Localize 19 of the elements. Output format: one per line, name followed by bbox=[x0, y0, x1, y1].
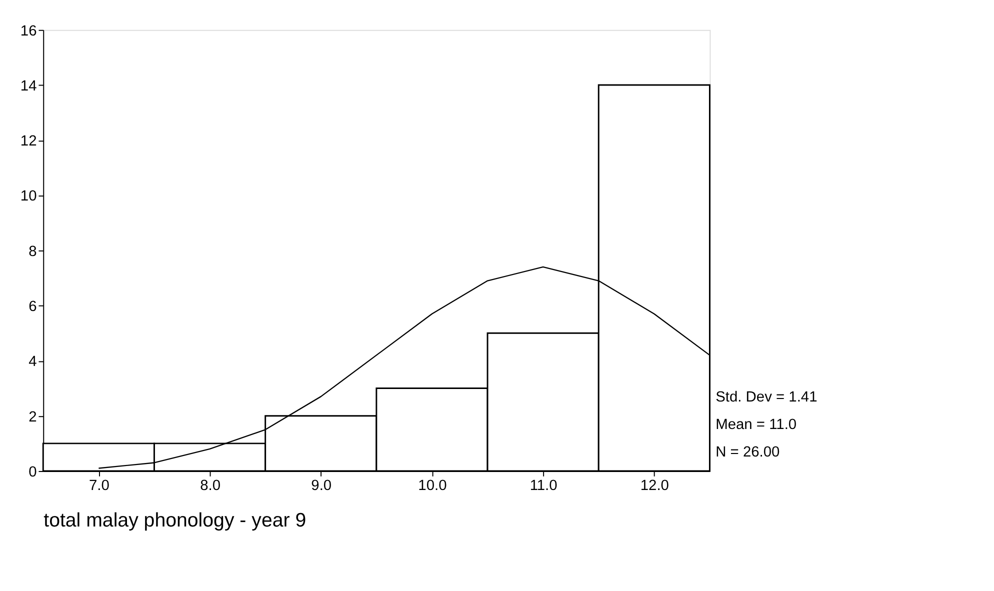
text: Std. Dev = 1.41 bbox=[716, 389, 818, 406]
x-tick-label: 7.0 bbox=[88, 478, 110, 494]
x-tick-label: 12.0 bbox=[640, 478, 669, 494]
y-tick-label: 2 bbox=[28, 409, 37, 426]
x-tick-label: 10.0 bbox=[418, 478, 447, 494]
x-tick-label: 11.0 bbox=[530, 478, 558, 494]
y-tick-label: 16 bbox=[20, 23, 37, 40]
text: N = 26.00 bbox=[716, 444, 780, 460]
y-tick-label: 10 bbox=[20, 188, 37, 205]
y-tick-label: 8 bbox=[28, 244, 37, 260]
y-tick-label: 12 bbox=[20, 134, 37, 150]
y-tick-label: 0 bbox=[28, 464, 37, 480]
x-tick-label: 8.0 bbox=[200, 478, 220, 494]
y-tick-label: 14 bbox=[20, 78, 37, 94]
x-tick-label: 9.0 bbox=[311, 478, 332, 494]
y-tick-label: 4 bbox=[28, 354, 37, 370]
y-tick-label: 6 bbox=[28, 298, 37, 315]
text: Mean = 11.0 bbox=[716, 416, 797, 433]
x-axis-title: total malay phonology - year 9 bbox=[44, 509, 306, 532]
